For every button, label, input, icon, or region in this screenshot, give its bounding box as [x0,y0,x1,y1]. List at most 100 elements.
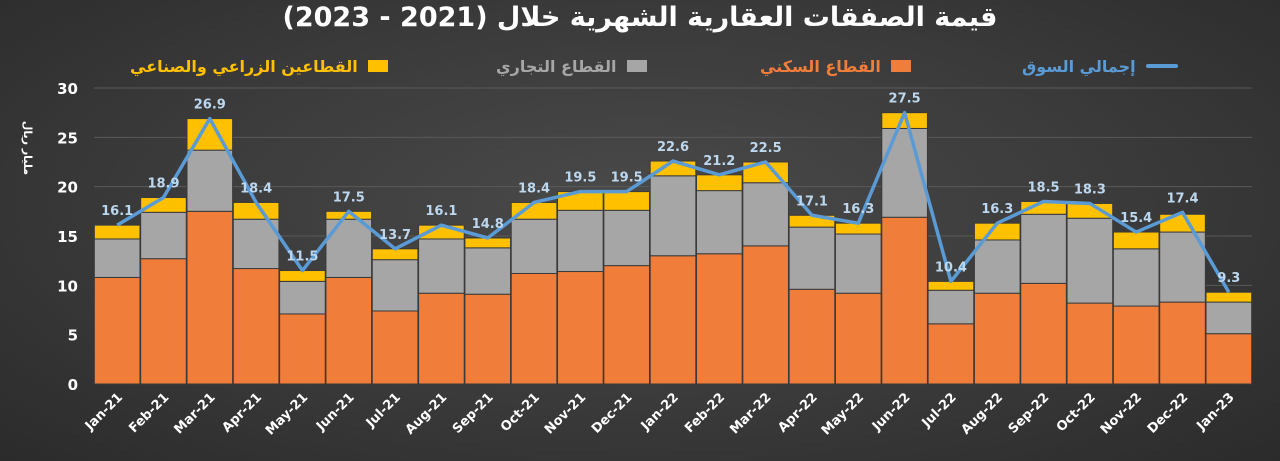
y-tick-label: 25 [57,129,78,147]
x-tick-label: Sep-22 [1006,390,1053,437]
total-data-label: 19.5 [564,171,596,186]
bar-commercial [696,190,743,255]
bar-commercial [603,209,650,267]
x-tick-label: Jan-23 [1194,390,1238,434]
bar-residential [325,276,373,385]
x-tick-label: Apr-22 [775,390,820,435]
x-tick-label: Dec-21 [589,390,636,437]
bar-residential [927,323,975,385]
bar-commercial [1066,217,1114,304]
x-tick-label: Jan-22 [638,390,682,434]
bar-commercial [927,289,975,325]
bar-commercial [649,175,697,257]
legend-residential-label: القطاع السكني [760,56,881,76]
x-tick-label: Oct-21 [498,390,543,435]
y-tick-label: 15 [57,228,78,246]
y-tick-label: 5 [68,327,78,345]
bar-residential [418,292,465,385]
total-data-label: 13.7 [379,228,411,243]
x-tick-label: Oct-22 [1054,390,1099,435]
x-tick-label: Nov-22 [1098,390,1145,437]
total-data-label: 11.5 [286,250,318,265]
bar-commercial [186,149,234,212]
bar-commercial [371,259,419,312]
bar-commercial [1159,231,1206,303]
bar-commercial [742,182,789,247]
total-data-label: 18.3 [1074,182,1106,197]
bar-residential [881,216,928,385]
bar-commercial [973,239,1021,294]
x-tick-label: Jul-22 [919,390,960,431]
x-tick-label: Feb-21 [126,390,172,436]
bar-residential [140,258,187,385]
bar-commercial [93,238,141,278]
legend-agri-industrial[interactable]: القطاعين الزراعي والصناعي [130,54,388,78]
y-tick-label: 0 [68,376,78,394]
total-data-label: 16.1 [425,204,457,219]
total-data-label: 16.3 [842,202,874,217]
legend-residential[interactable]: القطاع السكني [760,54,911,78]
legend-commercial[interactable]: القطاع التجاري [496,54,647,78]
total-data-label: 19.5 [611,171,643,186]
bar-agri-industrial [696,174,743,192]
bar-residential [186,210,234,385]
legend-commercial-swatch [626,60,647,72]
total-data-label: 17.5 [333,190,365,205]
total-market-line [116,110,1231,294]
bar-commercial [834,233,882,294]
total-data-label: 26.9 [194,98,226,113]
total-data-label: 14.8 [472,217,504,232]
bar-residential [510,272,558,385]
bar-residential [371,310,419,385]
legend-agri-industrial-swatch [367,60,388,72]
bar-residential [834,292,882,385]
bar-commercial [325,218,373,278]
x-tick-label: Jun-21 [313,390,357,434]
bar-agri-industrial [1066,202,1114,219]
x-tick-label: Mar-22 [727,390,774,437]
bar-residential [742,245,789,385]
bar-residential [557,271,604,385]
x-tick-label: Aug-21 [403,390,450,437]
bar-commercial [510,218,558,274]
bar-agri-industrial [1112,231,1160,250]
chart-title: قيمة الصفقات العقارية الشهرية خلال (2021… [282,2,998,33]
bar-commercial [1020,213,1067,284]
total-data-label: 22.5 [750,141,782,156]
bar-agri-industrial [93,224,141,240]
total-data-label: 15.4 [1120,211,1152,226]
total-data-label: 16.1 [101,204,133,219]
bar-commercial [279,280,326,315]
bar-residential [788,288,836,385]
legend-agri-industrial-label: القطاعين الزراعي والصناعي [130,56,358,76]
bar-commercial [418,238,465,294]
total-data-label: 18.5 [1028,180,1060,195]
x-tick-label: Apr-21 [220,390,265,435]
total-data-label: 17.1 [796,194,828,209]
total-data-label: 27.5 [889,92,921,107]
legend-total-market[interactable]: إجمالي السوق [1022,54,1178,78]
total-data-label: 16.3 [981,202,1013,217]
x-tick-label: Sep-21 [450,390,497,437]
bar-residential [1205,333,1253,385]
bar-residential [1159,301,1206,385]
legend-total-market-line [1145,64,1178,68]
legend-residential-swatch [890,60,911,72]
bar-residential [1066,302,1114,385]
x-tick-label: Jul-21 [363,390,404,431]
y-tick-label: 10 [57,277,78,295]
bar-residential [279,313,326,385]
bar-residential [232,268,280,385]
x-tick-label: Jan-21 [82,390,126,434]
total-data-label: 9.3 [1217,271,1240,286]
bar-residential [696,253,743,385]
x-tick-label: Aug-22 [959,390,1006,437]
bar-residential [603,265,650,385]
y-tick-label: 30 [57,80,78,98]
legend-commercial-label: القطاع التجاري [496,56,617,76]
total-data-label: 18.4 [518,181,550,196]
bar-agri-industrial [1205,291,1253,303]
x-tick-label: Jun-22 [869,390,913,434]
bar-residential [93,276,141,385]
x-tick-label: Nov-21 [542,390,589,437]
